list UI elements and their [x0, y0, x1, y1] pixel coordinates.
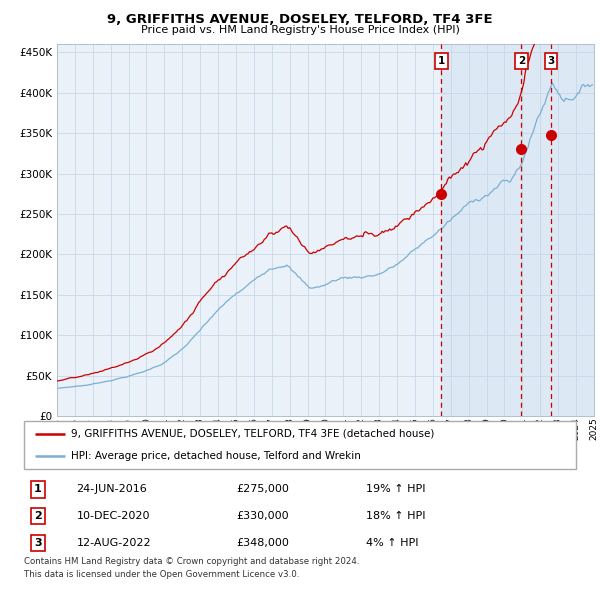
Text: Contains HM Land Registry data © Crown copyright and database right 2024.: Contains HM Land Registry data © Crown c… [24, 558, 359, 566]
Text: 1: 1 [34, 484, 41, 494]
Text: £275,000: £275,000 [236, 484, 289, 494]
Bar [442, 44, 594, 416]
Text: 9, GRIFFITHS AVENUE, DOSELEY, TELFORD, TF4 3FE (detached house): 9, GRIFFITHS AVENUE, DOSELEY, TELFORD, T… [71, 429, 434, 439]
Text: 9, GRIFFITHS AVENUE, DOSELEY, TELFORD, TF4 3FE: 9, GRIFFITHS AVENUE, DOSELEY, TELFORD, T… [107, 13, 493, 26]
Text: 4% ↑ HPI: 4% ↑ HPI [366, 538, 419, 548]
Text: 3: 3 [34, 538, 41, 548]
Text: 1: 1 [438, 56, 445, 66]
Text: £348,000: £348,000 [236, 538, 289, 548]
Text: 3: 3 [548, 56, 555, 66]
Text: 10-DEC-2020: 10-DEC-2020 [76, 512, 150, 522]
Text: 24-JUN-2016: 24-JUN-2016 [76, 484, 147, 494]
Text: 2: 2 [518, 56, 525, 66]
Text: 12-AUG-2022: 12-AUG-2022 [76, 538, 151, 548]
Text: HPI: Average price, detached house, Telford and Wrekin: HPI: Average price, detached house, Telf… [71, 451, 361, 461]
Text: Price paid vs. HM Land Registry's House Price Index (HPI): Price paid vs. HM Land Registry's House … [140, 25, 460, 35]
Text: 2: 2 [34, 512, 41, 522]
FancyBboxPatch shape [24, 421, 576, 469]
Text: 18% ↑ HPI: 18% ↑ HPI [366, 512, 426, 522]
Text: This data is licensed under the Open Government Licence v3.0.: This data is licensed under the Open Gov… [24, 571, 299, 579]
Text: £330,000: £330,000 [236, 512, 289, 522]
Text: 19% ↑ HPI: 19% ↑ HPI [366, 484, 426, 494]
